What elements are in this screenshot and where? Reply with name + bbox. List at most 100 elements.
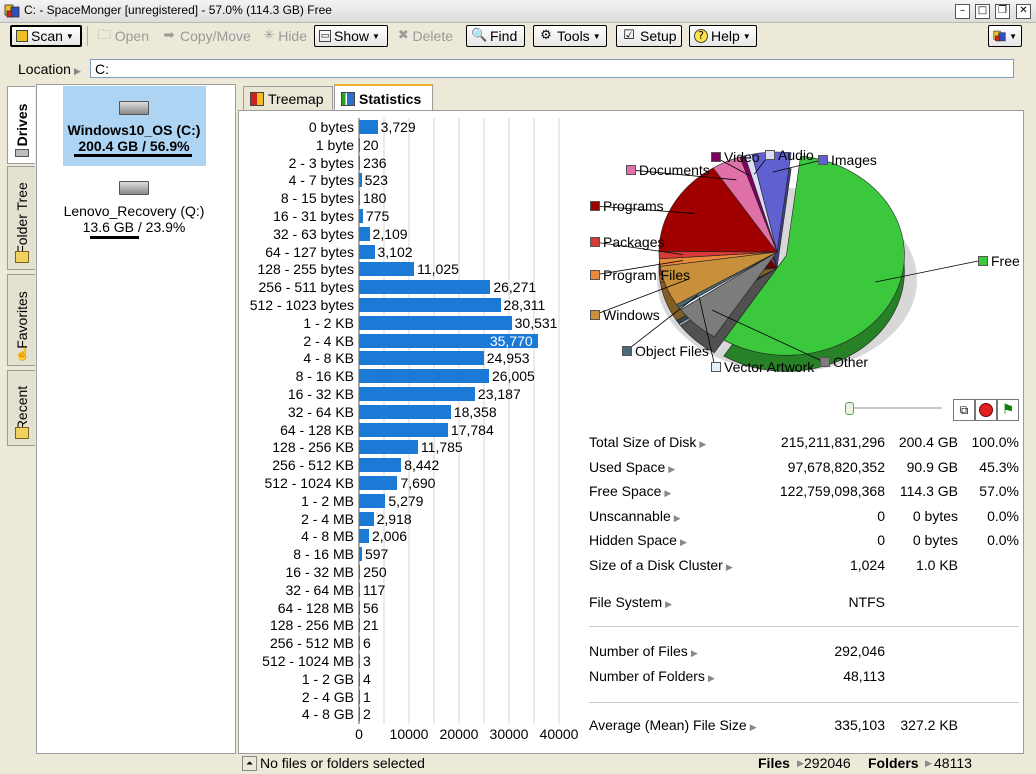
spacemonger-app-icon[interactable] xyxy=(4,3,20,19)
stat-label-wrap: File System ▶ xyxy=(589,594,672,610)
stat-label[interactable]: Total Size of Disk xyxy=(589,434,697,450)
close-button[interactable]: ✕ xyxy=(1016,4,1031,19)
histogram-bar[interactable] xyxy=(359,547,362,562)
histogram-bar[interactable] xyxy=(359,671,360,686)
histogram-bar[interactable] xyxy=(359,404,451,419)
tab-recent[interactable]: Recent xyxy=(7,370,35,446)
stop-button[interactable] xyxy=(975,399,997,421)
hide-icon: ✳ xyxy=(263,28,275,43)
legend-swatch xyxy=(590,310,600,320)
histogram-bar[interactable] xyxy=(359,707,360,722)
histogram-bar[interactable] xyxy=(359,298,501,312)
scan-button[interactable]: Scan ▼ xyxy=(10,25,82,47)
minimize-button[interactable]: – xyxy=(955,4,970,19)
setup-button[interactable]: ☑ Setup xyxy=(616,25,682,47)
histogram-x-tick: 40000 xyxy=(539,726,579,742)
histogram-bar[interactable] xyxy=(359,351,484,366)
legend-swatch xyxy=(818,155,828,165)
histogram-bar[interactable] xyxy=(359,458,402,473)
histogram-bar[interactable] xyxy=(359,600,360,615)
histogram-value-label: 2,109 xyxy=(372,225,408,242)
restore-button[interactable]: ❐ xyxy=(995,4,1010,19)
histogram-bar[interactable] xyxy=(359,529,370,544)
delete-button[interactable]: ✖ Delete xyxy=(392,25,458,47)
histogram-value-label: 17,784 xyxy=(450,421,494,438)
tools-button[interactable]: ⚙ Tools ▼ xyxy=(533,25,607,47)
tab-treemap[interactable]: Treemap xyxy=(243,86,333,110)
tab-drives[interactable]: Drives xyxy=(7,86,35,164)
histogram-bar[interactable] xyxy=(359,476,398,490)
pie-zoom-slider-handle[interactable] xyxy=(845,402,854,415)
histogram-bar[interactable] xyxy=(359,493,386,508)
pie-label-text: Windows xyxy=(603,307,660,323)
histogram-category-label: 16 - 32 MB xyxy=(285,564,354,580)
histogram-bar[interactable] xyxy=(359,315,512,330)
pie-leader-line xyxy=(593,260,684,276)
stat-label[interactable]: Free Space xyxy=(589,483,662,499)
histogram-bar[interactable] xyxy=(359,511,374,526)
pie-label-text: Other xyxy=(833,354,869,370)
histogram-bar[interactable] xyxy=(359,636,360,651)
pie-slice-free[interactable] xyxy=(723,155,905,356)
hide-button[interactable]: ✳ Hide xyxy=(258,25,312,47)
histogram-bar[interactable] xyxy=(359,173,362,188)
histogram-bar[interactable] xyxy=(359,582,360,597)
histogram-value-label: 30,531 xyxy=(514,314,558,331)
open-button[interactable]: 🗀 Open xyxy=(92,25,154,47)
stat-row: Number of Files ▶ 292,046 xyxy=(589,643,1019,661)
histogram-value-label: 3 xyxy=(363,653,371,669)
histogram-bar[interactable] xyxy=(359,565,361,579)
stat-label[interactable]: Average (Mean) File Size xyxy=(589,717,747,733)
show-button[interactable]: ▭ Show ▼ xyxy=(314,25,388,47)
stat-label[interactable]: Number of Files xyxy=(589,643,688,659)
histogram-bar[interactable] xyxy=(359,226,370,241)
location-input[interactable]: C: xyxy=(90,59,1014,78)
tab-favorites[interactable]: Favorites ☝ xyxy=(7,274,35,366)
tab-folder-tree[interactable]: Folder Tree xyxy=(7,166,35,270)
histogram-value-label: 2,006 xyxy=(372,528,408,545)
histogram-bar[interactable] xyxy=(359,387,475,401)
histogram-bar[interactable] xyxy=(359,120,378,134)
histogram-bar[interactable] xyxy=(359,244,375,259)
stat-label[interactable]: File System xyxy=(589,594,663,610)
app-menu-button[interactable]: ▼ xyxy=(988,25,1022,47)
status-toggle-icon[interactable]: ⏶ xyxy=(242,756,257,771)
stat-label[interactable]: Number of Folders xyxy=(589,668,705,684)
histogram-bar[interactable] xyxy=(359,155,361,170)
stat-value: 1,024 xyxy=(849,557,885,573)
stat-size: 90.9 GB xyxy=(906,459,958,475)
stat-label[interactable]: Unscannable xyxy=(589,508,671,524)
histogram-bar[interactable] xyxy=(359,209,363,223)
histogram-bar[interactable] xyxy=(359,137,360,152)
histogram-bar[interactable] xyxy=(359,440,418,455)
tab-statistics[interactable]: Statistics xyxy=(334,84,433,111)
drive-item-c[interactable] xyxy=(63,86,206,166)
histogram-bar[interactable] xyxy=(359,191,360,206)
flag-button[interactable]: ⚑ xyxy=(997,399,1019,421)
pie-slice-programs[interactable] xyxy=(658,167,778,253)
histogram-bar[interactable] xyxy=(359,618,360,633)
histogram-bar[interactable] xyxy=(359,280,491,295)
histogram-bar[interactable] xyxy=(359,689,360,704)
stat-percent: 57.0% xyxy=(979,483,1019,499)
maximize-button[interactable]: □ xyxy=(975,4,990,19)
histogram-bar[interactable] xyxy=(359,422,448,437)
help-button[interactable]: ? Help ▼ xyxy=(689,25,757,47)
find-button[interactable]: 🔍 Find xyxy=(466,25,525,47)
drive-name-q: Lenovo_Recovery (Q:) xyxy=(63,203,205,219)
show-icon: ▭ xyxy=(319,30,331,42)
stat-label[interactable]: Used Space xyxy=(589,459,666,475)
stat-label[interactable]: Size of a Disk Cluster xyxy=(589,557,723,573)
histogram-bar[interactable] xyxy=(359,262,415,277)
copy-move-button[interactable]: ➡ Copy/Move xyxy=(156,25,256,47)
setup-label: Setup xyxy=(640,28,677,44)
histogram-bar[interactable] xyxy=(359,654,360,668)
histogram-bar[interactable] xyxy=(359,333,538,348)
histogram-bar[interactable] xyxy=(359,369,490,384)
histogram-category-label: 1 - 2 KB xyxy=(303,314,354,331)
stat-label[interactable]: Hidden Space xyxy=(589,532,677,548)
pie-zoom-slider-track[interactable] xyxy=(846,407,942,409)
histogram-value-label: 3,729 xyxy=(380,119,416,135)
copy-chart-button[interactable]: ⧉ xyxy=(953,399,975,421)
pie-label-free: Free xyxy=(978,253,1020,269)
